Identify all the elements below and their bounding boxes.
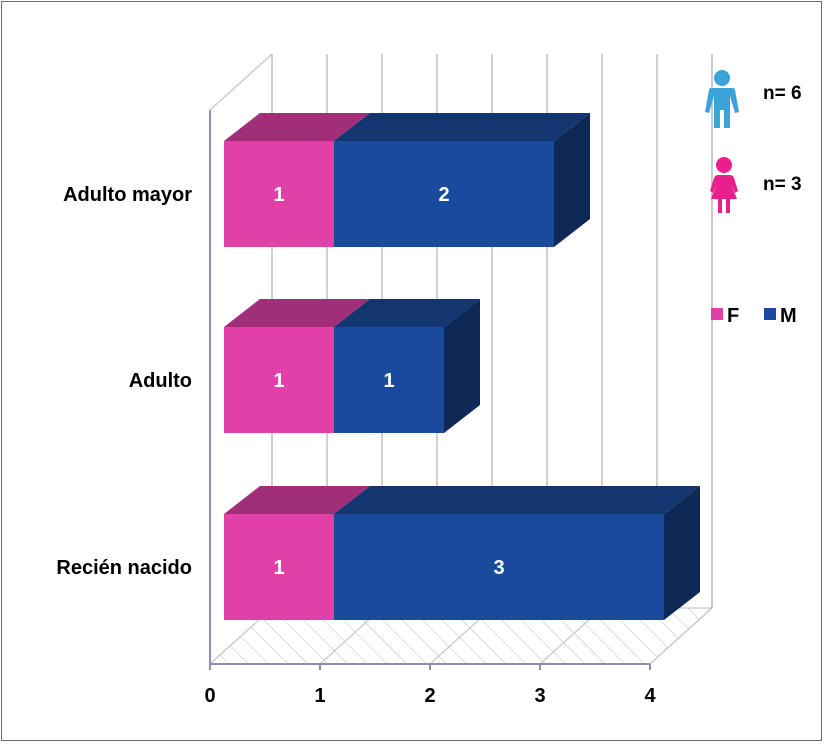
wall-top-edge [209,53,273,111]
bars: 1 3 1 1 1 2 [224,113,700,620]
male-count-label: n= 6 [763,83,802,104]
category-label: Recién nacido [56,557,192,579]
bar-f-0: 1 [224,486,370,620]
bar-top-face [224,113,370,141]
x-tick-labels: 0 1 2 3 4 [204,685,656,707]
bar-front-face [334,141,554,247]
legend-label-f: F [727,305,739,327]
bar-top-face [224,299,370,327]
legend-swatch-m [764,308,776,320]
floor-gridline [649,607,713,665]
bar-top-face [334,113,590,141]
bar-side-face [664,486,700,620]
bar-top-face [334,486,700,514]
legend: F M [711,305,797,327]
x-tick-label: 1 [314,685,325,707]
bar-side-face [554,113,590,247]
count-female: n= 3 [710,157,802,213]
female-person-icon [710,157,738,213]
bar-front-face [224,514,334,620]
category-label: Adulto mayor [63,184,192,206]
bar-top-face [334,299,480,327]
data-label: 1 [383,370,394,392]
bar-front-face [224,141,334,247]
x-tick-label: 0 [204,685,215,707]
x-tick-label: 4 [644,685,656,707]
female-count-label: n= 3 [763,174,802,195]
bar-side-face [444,299,480,433]
legend-label-m: M [780,305,797,327]
category-labels: Recién nacido Adulto Adulto mayor [56,184,192,579]
bar-f-1: 1 [224,299,370,433]
x-tick-label: 2 [424,685,435,707]
count-male: n= 6 [705,70,802,128]
legend-swatch-f [711,308,723,320]
bar-front-face [334,327,444,433]
data-label: 1 [273,557,284,579]
x-tick-label: 3 [534,685,545,707]
bar-m-2: 2 [334,113,590,247]
bar-top-face [224,486,370,514]
data-label: 1 [273,370,284,392]
axes [209,53,651,670]
bar-f-2: 1 [224,113,370,247]
bar-front-face [334,514,664,620]
male-person-icon [705,70,739,128]
category-label: Adulto [129,370,192,392]
bar-m-1: 1 [334,299,480,433]
bar-front-face [224,327,334,433]
data-label: 3 [493,557,504,579]
bar-m-0: 3 [334,486,700,620]
data-label: 2 [438,184,449,206]
data-label: 1 [273,184,284,206]
